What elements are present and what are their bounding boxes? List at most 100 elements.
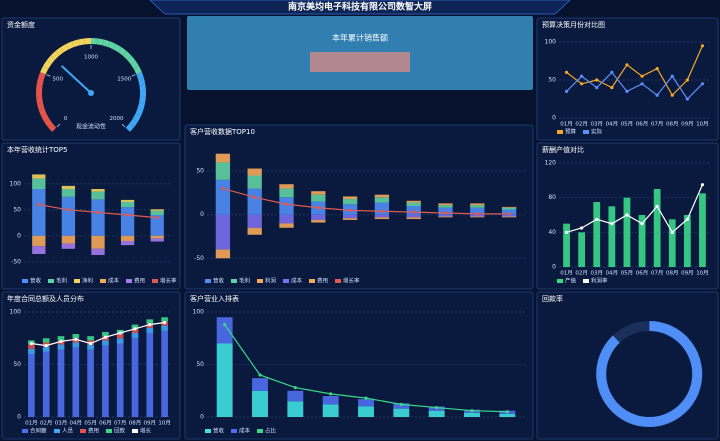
bar <box>91 199 105 236</box>
legend-label: 成本 <box>108 277 120 285</box>
legend-label: 费用 <box>317 277 328 285</box>
bar <box>215 214 231 250</box>
x-tick-label: 09月 <box>681 270 694 277</box>
legend-label: 营收 <box>213 277 225 285</box>
gauge-arc <box>50 51 60 60</box>
legend-swatch <box>583 130 589 134</box>
gauge-label: 现金流动性 <box>76 123 106 131</box>
gauge-arc <box>41 113 50 122</box>
legend-swatch <box>205 429 211 433</box>
bar <box>342 199 358 205</box>
x-tick-label: 02月 <box>575 270 588 277</box>
bar <box>150 235 164 239</box>
gauge-arc <box>133 66 142 75</box>
bar <box>311 194 326 202</box>
bar <box>87 336 94 341</box>
bar <box>638 215 646 267</box>
gauge-arc <box>139 96 146 104</box>
bar <box>28 348 35 354</box>
y-tick-label: 40 <box>548 229 556 236</box>
gauge-arc <box>60 43 69 53</box>
legend-label: 成本 <box>239 427 251 435</box>
panel-title: 预算决策月份对比图 <box>542 20 605 29</box>
bar <box>501 214 517 217</box>
bar <box>279 184 294 189</box>
gauge-tick-label: 1500 <box>117 77 131 83</box>
bar <box>131 338 139 417</box>
bar <box>28 354 35 417</box>
bar <box>57 336 65 341</box>
gauge-arc <box>137 102 145 110</box>
x-tick-label: 03月 <box>591 270 604 277</box>
bar <box>252 390 268 417</box>
bar <box>247 188 262 215</box>
gauge-tick <box>121 123 126 128</box>
bar <box>406 202 421 206</box>
x-tick-label: 04月 <box>70 420 83 427</box>
bar <box>470 216 485 218</box>
bar <box>150 215 164 236</box>
legend-label: 预算 <box>565 128 577 136</box>
bar <box>72 342 80 348</box>
gauge-arc <box>125 123 135 132</box>
y-tick-label: -50 <box>194 255 204 262</box>
bar <box>42 338 50 343</box>
bar <box>32 189 46 236</box>
bar <box>102 345 109 417</box>
legend-label: 毛利 <box>56 277 67 285</box>
bar <box>72 347 80 417</box>
bar <box>216 343 233 417</box>
x-tick-label: 02月 <box>40 420 53 427</box>
legend-label: 合同额 <box>30 427 47 435</box>
legend-swatch <box>54 429 60 433</box>
gauge-tick-label: 1000 <box>84 55 98 61</box>
line <box>224 324 508 413</box>
legend-label: 费用 <box>88 427 99 435</box>
legend-label: 利润率 <box>591 277 608 285</box>
summary-title: 本年累计销售额 <box>332 33 388 43</box>
gauge-tick-label: 0 <box>64 116 68 122</box>
legend-label: 成本 <box>291 277 303 285</box>
line <box>38 204 158 219</box>
gauge-arc <box>44 118 53 128</box>
bar <box>393 408 410 417</box>
bar <box>32 174 46 179</box>
gauge-arc <box>107 41 116 50</box>
legend-swatch <box>231 279 237 283</box>
bar <box>150 210 164 215</box>
bar <box>279 214 294 224</box>
bar <box>311 214 326 220</box>
y-tick-label: 100 <box>545 39 557 46</box>
donut-segment <box>612 321 650 343</box>
bar <box>374 202 390 215</box>
bar <box>61 243 76 249</box>
legend-label: 利润 <box>265 277 277 285</box>
bar <box>470 214 485 217</box>
bar <box>42 351 50 417</box>
x-tick-label: 07月 <box>651 121 664 128</box>
x-tick-label: 06月 <box>636 270 649 277</box>
bar <box>150 238 164 242</box>
x-tick-label: 01月 <box>560 121 573 128</box>
x-tick-label: 05月 <box>84 420 97 427</box>
gauge-arc <box>55 47 64 56</box>
bar <box>438 205 453 208</box>
bar <box>146 327 154 333</box>
bar <box>374 214 390 218</box>
bar <box>623 197 631 267</box>
legend-swatch <box>74 279 80 283</box>
legend-swatch <box>335 279 341 283</box>
x-tick-label: 03月 <box>55 420 68 427</box>
bar <box>120 199 135 202</box>
x-tick-label: 10月 <box>158 420 171 427</box>
bar <box>279 188 294 198</box>
bar <box>406 217 421 220</box>
blurred-value <box>310 52 410 72</box>
bar <box>161 325 168 331</box>
bar <box>470 203 485 206</box>
bar <box>247 175 262 189</box>
bar <box>322 404 339 417</box>
bar <box>161 330 168 417</box>
bar <box>215 162 231 180</box>
bar <box>61 196 76 236</box>
